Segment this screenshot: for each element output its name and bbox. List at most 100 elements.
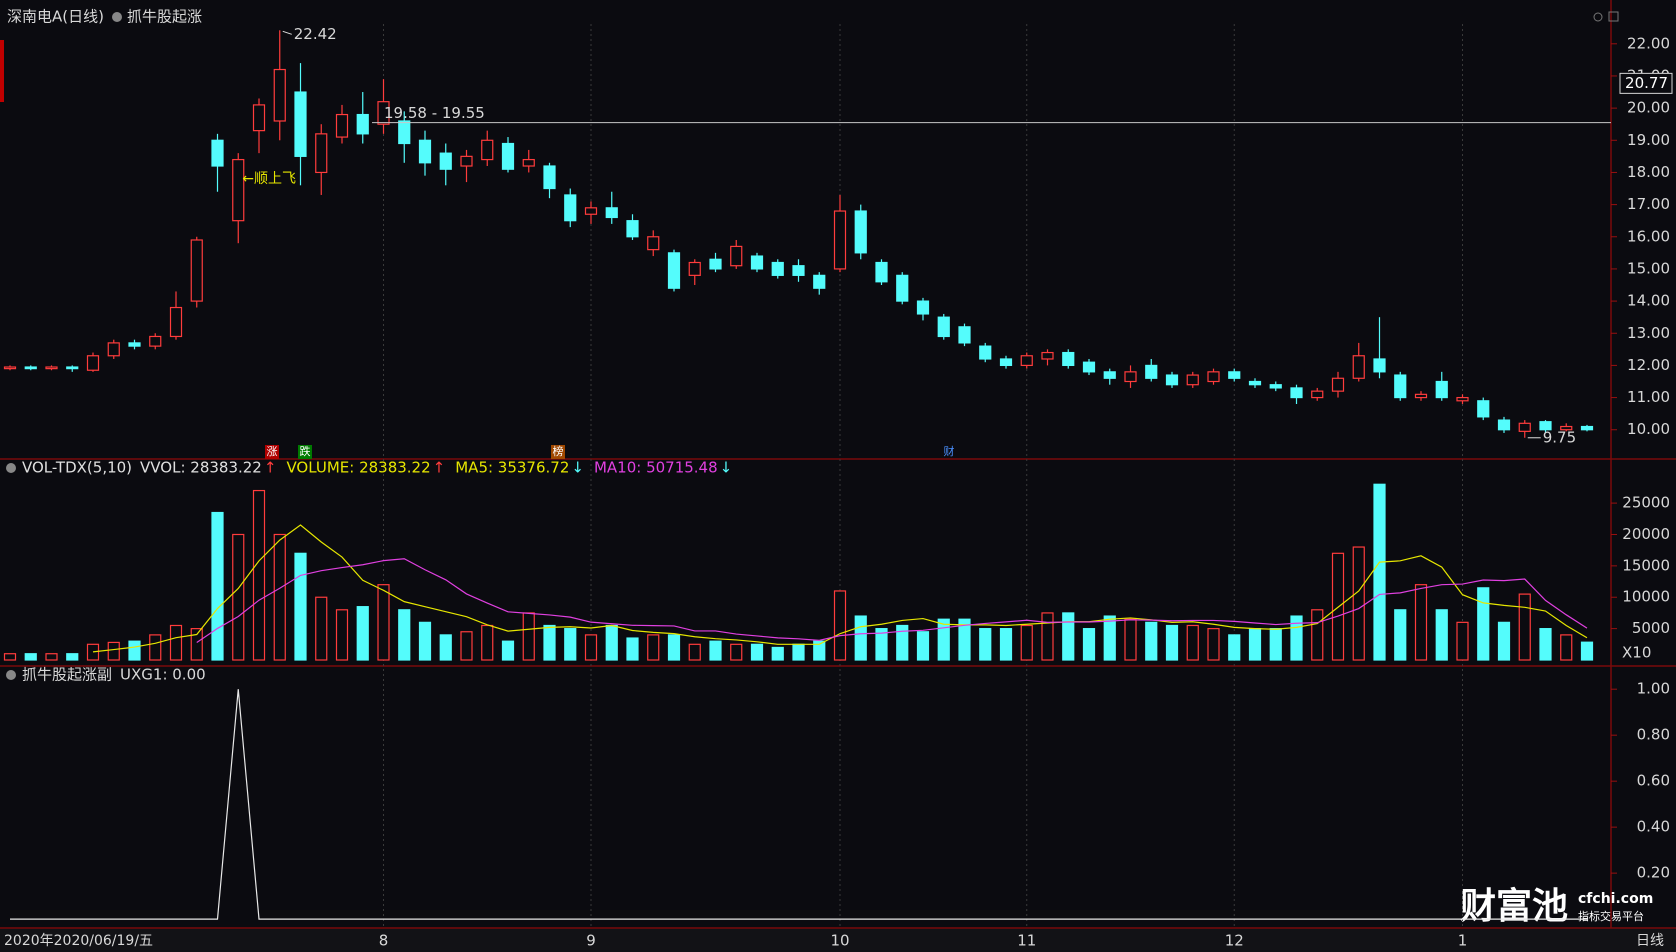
volume-bar: [1248, 628, 1262, 661]
volume-bar: [522, 612, 535, 661]
volume-bar: [626, 637, 639, 661]
x-tick-label: 9: [586, 932, 596, 950]
watermark-brand: 财富池: [1460, 885, 1568, 927]
header-icon: [112, 12, 122, 22]
volume-bar: [315, 596, 328, 661]
candle-body: [1518, 422, 1531, 432]
candle-body: [688, 261, 701, 276]
legend-arrow: ↑: [433, 459, 446, 477]
candle-body: [335, 113, 349, 138]
period-label: 日线: [1636, 933, 1664, 949]
candle-body: [1435, 380, 1448, 399]
legend-arrow: ↑: [264, 459, 277, 477]
event-marker-box: [551, 445, 565, 459]
candle-body: [1394, 374, 1407, 399]
event-marker: 榜: [553, 444, 564, 458]
candle-body: [1269, 384, 1282, 389]
volume-bar: [211, 511, 224, 661]
volume-bar: [1539, 628, 1552, 661]
y-tick-label: 19.00: [1627, 131, 1670, 149]
candle-body: [1103, 371, 1116, 379]
volume-bar: [1580, 641, 1594, 661]
volume-bar: [1165, 624, 1179, 661]
price-tag-label: 20.77: [1625, 74, 1668, 92]
volume-bar: [86, 643, 100, 661]
candle-body: [1560, 425, 1573, 431]
volume-bar: [335, 609, 349, 661]
low-label: 9.75: [1543, 428, 1576, 446]
candle-body: [1414, 393, 1428, 399]
candle-body: [377, 101, 390, 125]
candle-body: [232, 158, 245, 222]
series-line: [10, 689, 1587, 920]
stock-title: 深南电A(日线): [7, 8, 104, 26]
volume-bar: [688, 643, 701, 661]
candle-body: [66, 366, 79, 370]
legend-entry: MA10: 50715.48: [594, 459, 718, 477]
candle-body: [273, 68, 286, 122]
volume-bar: [1435, 609, 1448, 661]
candle-body: [252, 104, 266, 132]
candle-body: [356, 113, 369, 135]
volume-bar: [647, 634, 660, 661]
y-tick-label: 10.00: [1627, 420, 1670, 438]
candle-body: [1352, 355, 1365, 379]
y-tick-label: 13.00: [1627, 324, 1670, 342]
volume-bar: [813, 640, 826, 661]
candle-body: [730, 245, 743, 267]
candle-body: [501, 142, 515, 170]
candle-body: [86, 355, 100, 371]
volume-bar: [1456, 621, 1469, 661]
volume-bar: [273, 533, 286, 661]
indicator-name: 抓牛股起涨: [127, 8, 202, 26]
x-tick-label: 12: [1225, 932, 1244, 950]
volume-bar: [605, 624, 618, 661]
volume-bar: [1145, 621, 1158, 661]
status-bar: [0, 929, 1676, 952]
legend-entry: VOLUME: 28383.22: [286, 459, 430, 477]
volume-bar: [937, 618, 950, 661]
volume-bar: [1414, 584, 1428, 661]
volume-bar: [439, 634, 452, 661]
y-tick-label: 0.80: [1637, 726, 1670, 744]
candle-body: [522, 158, 535, 167]
volume-bar: [1518, 593, 1531, 661]
volume-bar: [1062, 612, 1075, 661]
volume-bar: [896, 624, 909, 661]
candle-body: [584, 207, 598, 215]
y-tick-label: 25000: [1622, 494, 1670, 512]
volume-bar: [1311, 609, 1324, 661]
candle-body: [128, 342, 141, 347]
level-label: 19.58 - 19.55: [384, 104, 485, 122]
candle-body: [771, 261, 784, 276]
y-tick-label: 10000: [1622, 588, 1670, 606]
volume-bar: [1373, 483, 1386, 661]
panel-icon: [1608, 11, 1619, 22]
candle-body: [833, 210, 847, 270]
candle-body: [750, 255, 764, 270]
date-label: 2020年2020/06/19/五: [4, 933, 153, 949]
candle-body: [1228, 371, 1241, 379]
y-tick-label: 5000: [1632, 619, 1670, 637]
volume-bar: [667, 634, 681, 661]
volume-bar: [564, 628, 577, 661]
panel-subtitle: UXG1: 0.00: [120, 666, 206, 684]
y-tick-label: 18.00: [1627, 163, 1670, 181]
volume-bar: [398, 609, 411, 661]
candle-body: [481, 139, 494, 161]
y-tick-label: 17.00: [1627, 195, 1670, 213]
volume-bar: [1124, 618, 1137, 661]
candle-body: [1041, 351, 1054, 360]
candle-body: [1373, 358, 1386, 373]
volume-bar: [66, 653, 79, 661]
volume-bar: [1352, 546, 1365, 661]
x-tick-label: 10: [830, 932, 849, 950]
y-tick-label: 0.40: [1637, 818, 1670, 836]
volume-bar: [232, 533, 245, 661]
candle-body: [958, 326, 971, 344]
candle-body: [169, 306, 183, 338]
volume-bar: [916, 631, 930, 661]
y-tick-label: 16.00: [1627, 227, 1670, 245]
volume-bar: [709, 640, 722, 661]
